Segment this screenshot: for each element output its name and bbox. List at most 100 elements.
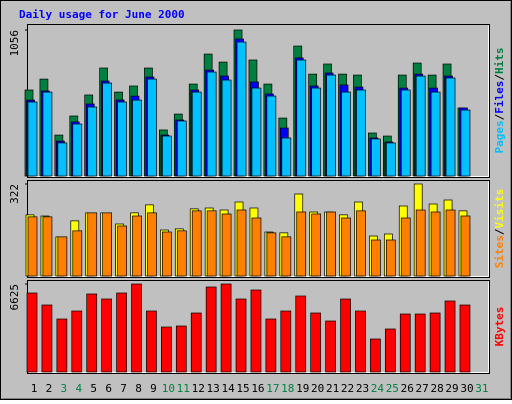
bar [445,209,456,277]
bar [72,123,83,177]
bar [206,71,217,177]
bar [251,217,262,277]
bar [266,232,277,277]
x-tick-label: 26 [401,382,414,395]
x-tick-label: 16 [251,382,264,395]
x-tick-label: 7 [120,382,127,395]
bar [206,210,217,277]
bar [57,142,68,177]
x-tick-label: 5 [90,382,97,395]
x-tick-label: 9 [150,382,157,395]
bar [280,310,292,373]
bar [27,101,38,177]
bar [371,138,381,177]
bar [400,89,411,177]
bar [281,137,292,177]
bar [296,211,307,277]
x-tick-label: 1 [31,382,38,395]
x-tick-label: 23 [356,382,369,395]
bar [444,300,456,373]
bar [42,216,53,277]
bar [41,304,53,373]
bar [191,210,202,277]
x-tick-label: 25 [386,382,399,395]
bar [251,87,262,177]
bar [162,135,172,177]
bar [220,283,232,373]
bar [147,212,157,277]
bar [281,236,292,277]
bar [430,211,441,277]
bar [131,283,142,373]
bar [176,230,187,277]
bar [117,101,127,177]
y-tick-label: 6625 [8,284,21,311]
legend-entry: Visits [493,189,506,229]
bar [147,78,157,177]
bar [295,295,307,373]
x-tick-label: 19 [296,382,309,395]
bar [399,313,411,373]
bar [430,91,441,177]
bar [205,286,217,373]
x-tick-label: 17 [266,382,279,395]
bar [311,213,322,277]
bar [355,310,366,373]
bar [459,304,471,373]
bar [236,41,247,177]
bar [236,209,247,277]
bar [117,225,127,277]
legend-separator: / [493,113,506,120]
bar [265,318,277,373]
bar [356,210,366,277]
bar [27,216,38,277]
bar [116,292,127,373]
bar [384,328,396,373]
bar [221,79,232,177]
y-tick-label: 1056 [8,30,21,57]
bar [161,326,172,373]
legend-entry: Sites [493,235,506,268]
bar [370,338,381,373]
bar [132,99,142,177]
bar [56,318,68,373]
bar [356,89,366,177]
bar [341,217,351,277]
bar [341,91,351,177]
legend-separator: / [493,228,506,235]
bar [414,313,426,373]
legend-entry: Hits [493,48,506,75]
x-tick-label: 27 [416,382,429,395]
x-tick-label: 3 [61,382,68,395]
bar [415,209,426,277]
bar [429,312,441,373]
x-tick-label: 15 [236,382,249,395]
bar [460,109,471,177]
bar [311,87,322,177]
bar [86,293,98,373]
bar [191,91,202,177]
bar [71,310,83,373]
legend: Pages/Files/Hits [493,48,506,154]
bar [325,320,336,373]
bar [326,211,336,277]
bar [176,120,187,177]
legend-entry: Pages [493,120,506,153]
bar [266,95,277,177]
bar [57,236,68,277]
bar [162,231,172,277]
x-tick-label: 11 [177,382,190,395]
x-tick-label: 6 [105,382,112,395]
x-tick-label: 18 [281,382,294,395]
bar [221,213,232,277]
x-tick-label: 10 [162,382,175,395]
bar [310,312,322,373]
x-tick-label: 24 [371,382,385,395]
x-tick-label: 20 [311,382,324,395]
bar [87,212,98,277]
bar [102,82,113,177]
bar [296,59,307,177]
legend: KBytes [493,307,506,347]
bar [340,298,351,373]
